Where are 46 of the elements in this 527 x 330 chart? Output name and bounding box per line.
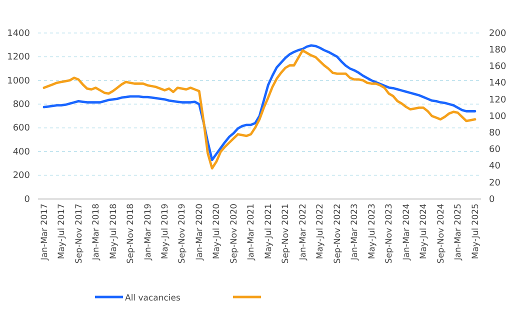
x-tick-label: Jan-Mar 2025 <box>454 204 464 262</box>
y2-tick-label: 160 <box>489 62 506 72</box>
y2-tick-label: 120 <box>489 95 506 106</box>
y2-tick-label: 0 <box>489 194 495 205</box>
x-tick-label: Jan-Mar 2019 <box>143 204 154 262</box>
x-tick-label: Jan-Mar 2023 <box>350 204 360 262</box>
x-tick-label: Jan-Mar 2021 <box>246 204 257 262</box>
x-tick-label: May-Jul 2022 <box>316 204 326 260</box>
x-tick-label: May-Jul 2021 <box>264 204 274 260</box>
y2-tick-label: 200 <box>489 28 506 39</box>
x-tick-label: May-Jul 2019 <box>160 204 170 260</box>
y2-tick-label: 140 <box>489 78 506 89</box>
y-tick-label: 1200 <box>7 52 30 63</box>
y-tick-label: 400 <box>12 147 30 158</box>
y2-tick-label: 60 <box>489 145 501 156</box>
x-tick-label: May-Jul 2018 <box>108 204 119 260</box>
y-tick-label: 1400 <box>7 28 30 39</box>
x-tick-label: May-Jul 2017 <box>57 204 68 260</box>
x-tick-label: Jan-Mar 2018 <box>92 204 102 262</box>
x-tick-label: Sep-Nov 2019 <box>178 204 188 264</box>
x-tick-label: Sep-Nov 2020 <box>229 204 240 264</box>
x-tick-label: May-Jul 2025 <box>470 204 481 260</box>
y-tick-label: 800 <box>12 100 30 110</box>
x-tick-label: Sep-Nov 2017 <box>74 204 84 264</box>
x-tick-label: Jan-Mar 2024 <box>402 204 412 262</box>
y2-tick-label: 180 <box>489 45 506 56</box>
x-tick-label: Sep-Nov 2023 <box>384 204 395 264</box>
x-tick-label: Sep-Nov 2022 <box>332 204 343 264</box>
y2-tick-label: 20 <box>489 178 501 188</box>
y2-tick-label: 80 <box>489 128 501 138</box>
y-tick-label: 200 <box>12 171 30 182</box>
x-tick-label: Jan-Mar 2017 <box>40 204 50 262</box>
x-tick-label: May-Jul 2020 <box>212 204 222 260</box>
y-tick-label: 0 <box>24 194 30 205</box>
x-tick-label: Jan-Mar 2022 <box>298 204 308 262</box>
x-tick-label: Sep-Nov 2024 <box>436 204 446 264</box>
legend-label: All vacancies <box>125 294 182 304</box>
y-tick-label: 600 <box>12 124 30 134</box>
y-tick-label: 1000 <box>7 76 30 86</box>
y2-tick-label: 100 <box>489 112 506 122</box>
x-tick-label: Jan-Mar 2020 <box>194 204 205 262</box>
x-tick-label: Sep-Nov 2018 <box>126 204 136 264</box>
x-tick-label: May-Jul 2024 <box>419 204 430 260</box>
x-tick-label: Sep-Nov 2021 <box>281 204 292 264</box>
x-tick-label: May-Jul 2023 <box>367 204 378 260</box>
y2-tick-label: 40 <box>489 162 501 172</box>
